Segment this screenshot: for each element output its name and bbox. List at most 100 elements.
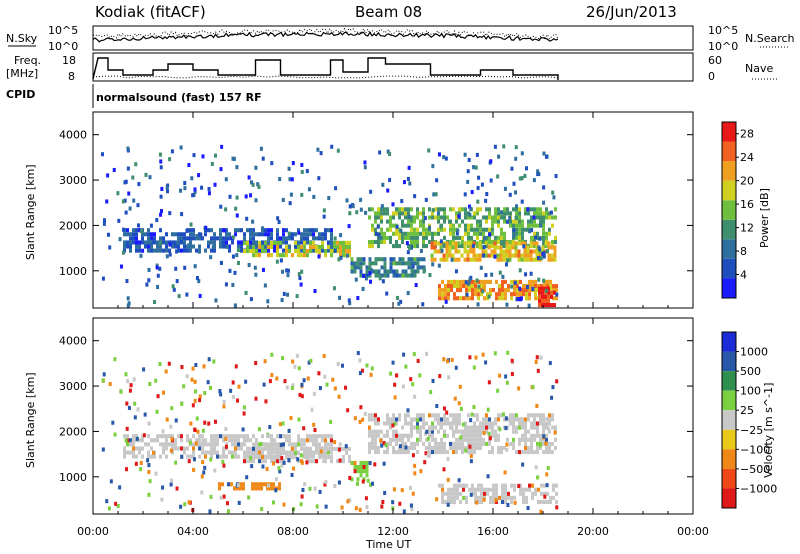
heatmap-cell xyxy=(321,232,324,237)
heatmap-cell xyxy=(413,441,416,446)
heatmap-cell xyxy=(264,244,267,249)
heatmap-cell xyxy=(437,445,440,451)
heatmap-cell xyxy=(458,429,461,434)
heatmap-cell xyxy=(204,442,207,447)
heatmap-cell xyxy=(339,249,342,254)
heatmap-cell xyxy=(522,487,525,492)
heatmap-cell xyxy=(537,283,540,289)
heatmap-cell xyxy=(165,244,168,249)
heatmap-cell xyxy=(516,288,519,293)
power-colorbar-swatch xyxy=(722,258,736,279)
heatmap-cell xyxy=(213,446,216,451)
heatmap-cell xyxy=(201,236,204,241)
heatmap-cell xyxy=(464,223,467,228)
heatmap-cell xyxy=(198,454,201,459)
heatmap-cell xyxy=(189,421,193,426)
heatmap-cell xyxy=(496,388,500,393)
heatmap-cell xyxy=(402,509,406,514)
heatmap-cell xyxy=(506,211,509,216)
heatmap-cell xyxy=(244,290,248,295)
heatmap-cell xyxy=(453,296,456,301)
velocity-y-tick-label: 2000 xyxy=(59,425,87,438)
heatmap-cell xyxy=(270,228,273,233)
heatmap-cell xyxy=(445,359,449,364)
heatmap-cell xyxy=(356,351,360,356)
heatmap-cell xyxy=(392,273,396,278)
heatmap-cell xyxy=(210,228,213,233)
heatmap-cell xyxy=(162,248,165,253)
heatmap-cell xyxy=(159,442,162,447)
heatmap-cell xyxy=(380,257,384,262)
heatmap-cell xyxy=(514,249,518,254)
heatmap-cell xyxy=(445,241,449,246)
heatmap-cell xyxy=(365,473,369,478)
heatmap-cell xyxy=(168,248,171,253)
heatmap-cell xyxy=(259,146,263,151)
heatmap-cell xyxy=(300,269,304,274)
heatmap-cell xyxy=(210,442,213,447)
heatmap-cell xyxy=(290,472,294,478)
heatmap-cell xyxy=(407,207,410,212)
heatmap-cell xyxy=(533,450,536,455)
heatmap-cell xyxy=(249,456,253,461)
heatmap-cell xyxy=(523,241,527,246)
heatmap-cell xyxy=(209,457,213,462)
heatmap-cell xyxy=(443,445,446,451)
heatmap-cell xyxy=(433,257,437,262)
heatmap-cell xyxy=(410,239,413,245)
heatmap-cell xyxy=(401,273,405,278)
heatmap-cell xyxy=(291,232,294,237)
heatmap-cell xyxy=(416,269,420,274)
heatmap-cell xyxy=(213,468,217,473)
heatmap-cell xyxy=(323,374,327,379)
heatmap-cell xyxy=(498,283,501,289)
heatmap-cell xyxy=(365,505,369,510)
heatmap-cell xyxy=(542,413,545,418)
heatmap-cell xyxy=(450,495,453,500)
heatmap-cell xyxy=(370,366,374,371)
heatmap-cell xyxy=(539,421,542,426)
heatmap-cell xyxy=(538,236,542,241)
heatmap-cell xyxy=(128,206,132,211)
heatmap-cell xyxy=(165,434,168,439)
heatmap-cell xyxy=(485,215,488,220)
heatmap-cell xyxy=(354,277,358,282)
heatmap-cell xyxy=(333,240,336,245)
heatmap-cell xyxy=(291,359,295,364)
heatmap-cell xyxy=(313,486,317,491)
heatmap-cell xyxy=(318,455,321,460)
heatmap-cell xyxy=(243,232,246,237)
heatmap-cell xyxy=(165,189,169,194)
heatmap-cell xyxy=(365,273,369,278)
heatmap-cell xyxy=(324,228,327,233)
heatmap-cell xyxy=(427,225,431,230)
heatmap-cell xyxy=(263,359,267,364)
heatmap-cell xyxy=(413,261,417,266)
heatmap-cell xyxy=(385,291,389,296)
heatmap-cell xyxy=(380,207,383,212)
heatmap-cell xyxy=(142,433,146,438)
heatmap-cell xyxy=(444,299,448,304)
heatmap-cell xyxy=(353,416,357,421)
heatmap-cell xyxy=(431,208,435,213)
heatmap-cell xyxy=(362,257,366,262)
heatmap-cell xyxy=(542,429,545,434)
heatmap-cell xyxy=(501,491,504,496)
heatmap-cell xyxy=(363,411,367,416)
heatmap-cell xyxy=(446,433,449,438)
heatmap-cell xyxy=(542,421,545,426)
heatmap-cell xyxy=(424,197,428,202)
heatmap-cell xyxy=(276,442,279,447)
heatmap-cell xyxy=(374,413,377,418)
heatmap-cell xyxy=(371,244,374,249)
heatmap-cell xyxy=(389,441,392,446)
heatmap-cell xyxy=(545,244,548,249)
heatmap-cell xyxy=(442,467,446,472)
heatmap-cell xyxy=(309,228,312,233)
heatmap-cell xyxy=(464,429,467,434)
heatmap-cell xyxy=(503,244,506,249)
heatmap-cell xyxy=(549,288,552,293)
heatmap-cell xyxy=(449,223,452,228)
heatmap-cell xyxy=(461,207,464,212)
heatmap-cell xyxy=(533,219,536,224)
